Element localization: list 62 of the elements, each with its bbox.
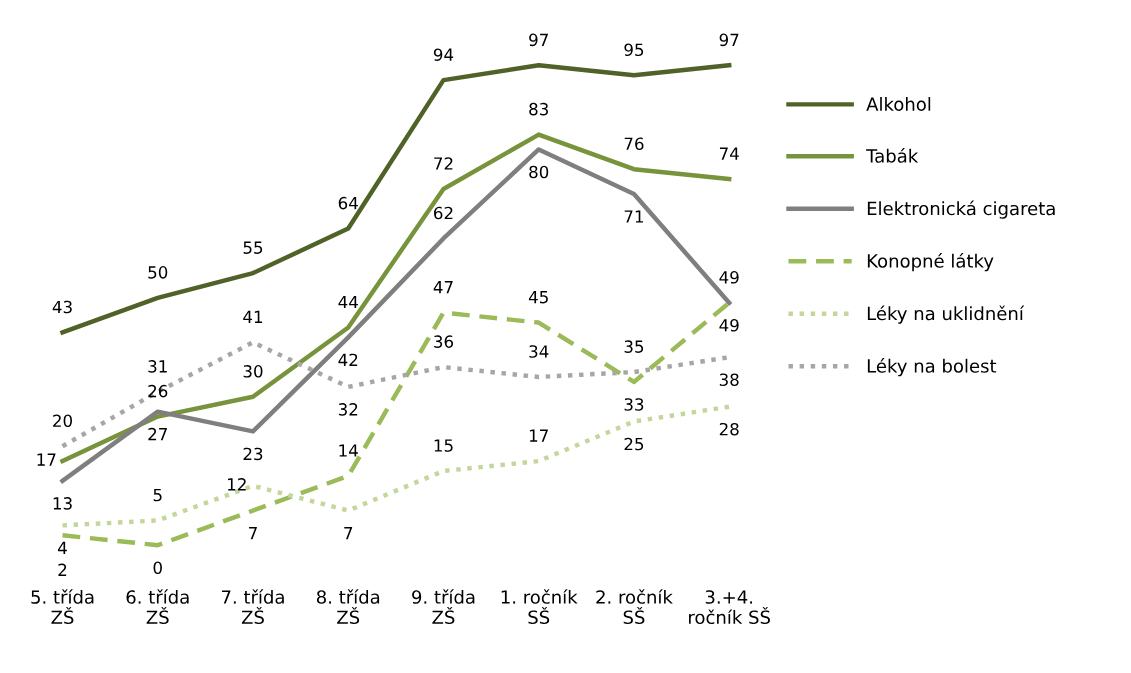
data-label: 34: [529, 345, 549, 358]
data-label: 33: [624, 398, 644, 411]
legend-label: Alkohol: [866, 97, 931, 111]
legend-label: Tabák: [866, 148, 919, 163]
data-label: 7: [344, 527, 353, 540]
data-label: 26: [148, 384, 168, 398]
data-label: 49: [719, 319, 739, 332]
data-label: 5: [153, 488, 162, 502]
data-label: 27: [148, 427, 167, 441]
data-label: 97: [529, 33, 548, 47]
data-label: 23: [243, 447, 263, 461]
x-tick-label: 7. třída ZŠ: [221, 589, 284, 625]
legend-label: Léky na bolest: [867, 358, 997, 377]
data-label: 45: [528, 291, 548, 304]
data-label: 7: [249, 527, 257, 540]
data-label: 41: [243, 310, 263, 323]
data-label: 12: [228, 478, 246, 491]
data-label: 97: [719, 33, 739, 47]
data-label: 0: [153, 561, 162, 575]
data-label: 49: [719, 271, 739, 284]
data-label: 62: [434, 206, 453, 220]
data-label: 50: [148, 266, 168, 279]
data-label: 28: [719, 422, 739, 436]
data-label: 47: [433, 281, 453, 294]
data-label: 17: [529, 429, 548, 442]
data-label: 76: [624, 137, 644, 151]
data-label: 36: [434, 335, 454, 348]
data-label: 55: [243, 241, 263, 254]
data-label: 30: [243, 365, 263, 378]
data-label: 20: [53, 414, 72, 428]
x-tick-label: 1. ročník SŠ: [501, 589, 578, 625]
data-label: 83: [529, 102, 548, 116]
data-label: 43: [52, 300, 72, 314]
data-label: 71: [624, 210, 644, 223]
data-label: 94: [433, 48, 454, 61]
data-label: 64: [338, 196, 358, 210]
x-tick-label: 9. třída ZŠ: [412, 589, 475, 625]
x-tick-label: 8. třída ZŠ: [316, 589, 380, 625]
data-label: 31: [148, 360, 167, 373]
data-label: 35: [624, 340, 644, 353]
data-label: 4: [58, 541, 67, 554]
data-label: 15: [434, 439, 453, 452]
x-tick-label: 5. třída ZŠ: [31, 589, 94, 625]
data-label: 95: [624, 43, 644, 57]
legend-label: Elektronická cigareta: [867, 200, 1055, 219]
data-label: 32: [338, 403, 358, 416]
x-tick-label: 3.+4. ročník SŠ: [689, 590, 770, 625]
data-label: 74: [719, 147, 739, 160]
data-label: 80: [529, 165, 549, 179]
data-label: 2: [58, 563, 67, 576]
x-tick-label: 6. třída ZŠ: [126, 589, 189, 625]
data-label: 38: [719, 373, 739, 387]
data-label: 25: [624, 437, 644, 451]
data-label: 44: [338, 295, 358, 309]
data-label: 17: [37, 453, 56, 466]
x-tick-label: 2. ročník SŠ: [596, 589, 673, 625]
data-label: 14: [339, 444, 358, 457]
data-label: 72: [434, 157, 453, 170]
data-label: 42: [338, 353, 358, 366]
legend-label: Léky na uklidnění: [867, 305, 1025, 324]
data-label: 13: [53, 497, 72, 510]
legend-label: Konopné látky: [867, 253, 994, 272]
